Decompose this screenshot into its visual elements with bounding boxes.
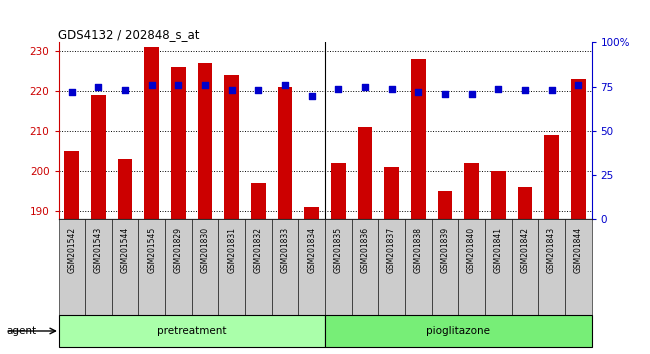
Bar xyxy=(171,67,186,219)
Bar xyxy=(138,219,165,315)
Bar xyxy=(304,207,319,219)
Bar xyxy=(251,183,266,219)
Text: GSM201844: GSM201844 xyxy=(574,227,582,273)
Point xyxy=(227,87,237,93)
Point xyxy=(94,84,104,90)
Text: GSM201829: GSM201829 xyxy=(174,227,183,273)
Point xyxy=(254,87,264,93)
Bar xyxy=(245,219,272,315)
Bar xyxy=(192,219,218,315)
Bar xyxy=(565,219,592,315)
Bar xyxy=(91,95,106,219)
Text: GSM201843: GSM201843 xyxy=(547,227,556,273)
Point xyxy=(173,82,184,88)
Point xyxy=(280,82,291,88)
Bar xyxy=(378,219,405,315)
Bar xyxy=(331,163,346,219)
Text: pioglitazone: pioglitazone xyxy=(426,326,490,336)
Text: GSM201833: GSM201833 xyxy=(281,227,289,273)
Bar xyxy=(112,219,138,315)
Bar xyxy=(405,219,432,315)
Bar xyxy=(298,219,325,315)
Bar xyxy=(432,219,458,315)
Bar xyxy=(538,219,565,315)
Text: GSM201543: GSM201543 xyxy=(94,227,103,273)
Text: GSM201830: GSM201830 xyxy=(201,227,209,273)
Text: GSM201838: GSM201838 xyxy=(414,227,422,273)
Bar xyxy=(464,163,479,219)
Text: GSM201545: GSM201545 xyxy=(148,227,156,273)
Bar xyxy=(571,79,586,219)
Text: GSM201842: GSM201842 xyxy=(521,227,529,273)
Point xyxy=(520,87,530,93)
Text: GSM201542: GSM201542 xyxy=(68,227,76,273)
Text: GSM201840: GSM201840 xyxy=(467,227,476,273)
Bar xyxy=(517,187,532,219)
Text: pretreatment: pretreatment xyxy=(157,326,226,336)
Point xyxy=(413,89,424,95)
Point xyxy=(67,89,77,95)
Bar xyxy=(325,219,352,315)
Text: GSM201544: GSM201544 xyxy=(121,227,129,273)
Point xyxy=(147,82,157,88)
Point xyxy=(386,86,396,91)
Text: GSM201837: GSM201837 xyxy=(387,227,396,273)
Bar xyxy=(272,219,298,315)
Bar xyxy=(278,87,292,219)
Point xyxy=(439,91,450,97)
Bar xyxy=(58,315,325,347)
Point xyxy=(547,87,557,93)
Bar xyxy=(325,315,592,347)
Text: GSM201839: GSM201839 xyxy=(441,227,449,273)
Point xyxy=(467,91,477,97)
Point xyxy=(120,87,130,93)
Point xyxy=(307,93,317,98)
Bar xyxy=(491,171,506,219)
Bar xyxy=(384,167,399,219)
Bar xyxy=(118,159,133,219)
Text: GSM201841: GSM201841 xyxy=(494,227,502,273)
Bar xyxy=(58,219,85,315)
Bar xyxy=(458,219,485,315)
Point xyxy=(573,82,584,88)
Text: GSM201836: GSM201836 xyxy=(361,227,369,273)
Bar xyxy=(64,151,79,219)
Text: GSM201832: GSM201832 xyxy=(254,227,263,273)
Point xyxy=(333,86,343,91)
Text: GDS4132 / 202848_s_at: GDS4132 / 202848_s_at xyxy=(58,28,200,41)
Bar xyxy=(352,219,378,315)
Text: GSM201834: GSM201834 xyxy=(307,227,316,273)
Point xyxy=(200,82,211,88)
Bar xyxy=(224,75,239,219)
Text: GSM201831: GSM201831 xyxy=(227,227,236,273)
Bar xyxy=(358,127,372,219)
Text: GSM201835: GSM201835 xyxy=(334,227,343,273)
Bar xyxy=(198,63,213,219)
Bar xyxy=(165,219,192,315)
Bar xyxy=(512,219,538,315)
Bar xyxy=(437,191,452,219)
Text: agent: agent xyxy=(6,326,36,336)
Bar xyxy=(218,219,245,315)
Bar xyxy=(411,58,426,219)
Bar xyxy=(85,219,112,315)
Bar xyxy=(144,46,159,219)
Point xyxy=(493,86,504,91)
Bar xyxy=(544,135,559,219)
Bar xyxy=(485,219,512,315)
Point xyxy=(360,84,370,90)
